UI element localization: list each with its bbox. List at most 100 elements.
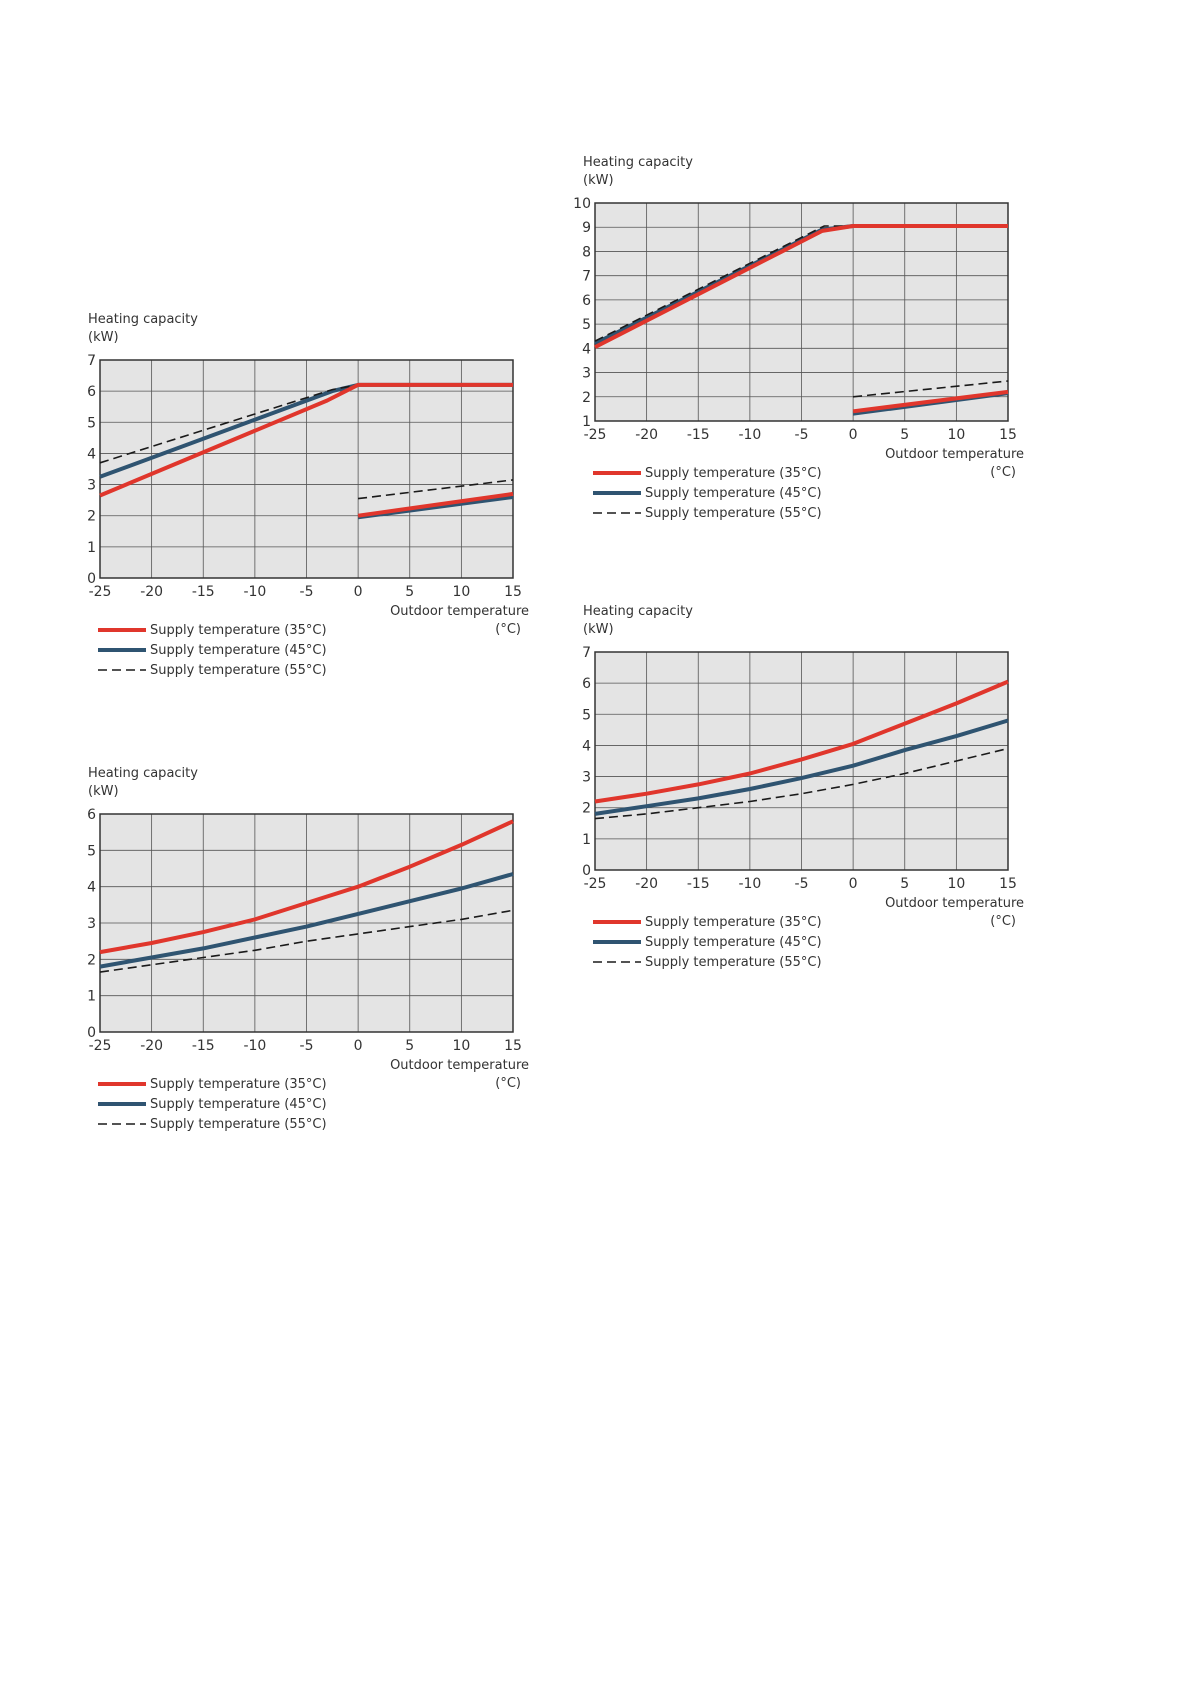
y-tick-label: 7 [582,269,591,285]
legend-swatch [593,940,641,944]
legend-item: Supply temperature (55°C) [593,952,822,972]
legend-item: Supply temperature (35°C) [98,620,327,640]
x-tick-label: -15 [687,427,710,443]
x-tick-label: 10 [452,584,470,600]
x-tick-label: -10 [243,584,266,600]
x-tick-label: -25 [584,427,607,443]
x-tick-label: -10 [243,1038,266,1054]
y-tick-label: 4 [582,341,591,357]
legend-label: Supply temperature (45°C) [645,934,822,950]
x-tick-label: 5 [900,876,909,892]
x-tick-label: -20 [635,876,658,892]
legend-item: Supply temperature (55°C) [98,660,327,680]
x-tick-label: -5 [300,584,314,600]
series-line-1 [357,491,514,518]
y-tick-label: 2 [87,509,96,525]
chart-3: Heating capacity (kW) -25 -20 -15 -10 -5 0 5 10 15… [87,766,593,1172]
series-line-2 [594,718,1009,816]
x-tick-label: -5 [300,1038,314,1054]
y-tick-label: 3 [87,478,96,494]
legend-item: Supply temperature (45°C) [593,932,822,952]
y-axis-label: (kW) [583,622,614,637]
x-tick-label: -25 [89,584,112,600]
series-line-1 [99,819,514,955]
x-tick-label: 10 [947,876,965,892]
legend-label: Supply temperature (45°C) [150,1096,327,1112]
chart-1: Heating capacity (kW) -25 -20 -15 -10 -5 0 5 10 15… [87,312,593,718]
y-tick-label: 0 [582,863,591,879]
y-tick-label: 3 [582,770,591,786]
y-tick-label: 6 [87,807,96,823]
y-tick-label: 2 [87,952,96,968]
legend-item: Supply temperature (55°C) [98,1114,327,1134]
legend-label: Supply temperature (45°C) [645,485,822,501]
x-tick-label: 5 [900,427,909,443]
y-tick-label: 3 [87,916,96,932]
plot-frame [594,202,1009,422]
legend: Supply temperature (35°C) Supply temperat… [593,463,822,523]
x-tick-label: -15 [192,1038,215,1054]
x-tick-label: -10 [738,427,761,443]
chart-svg: -25 -20 -15 -10 -5 0 5 10 15 0 1 2 3 4 5 6 7 [582,645,1017,892]
x-tick-label: -20 [635,427,658,443]
y-axis-label: Heating capacity [88,766,198,781]
legend-label: Supply temperature (35°C) [150,622,327,638]
x-tick-label: -15 [192,584,215,600]
legend-label: Supply temperature (35°C) [645,465,822,481]
legend-item: Supply temperature (45°C) [98,640,327,660]
plot-frame [594,651,1009,871]
y-tick-label: 4 [87,446,96,462]
plot-frame [99,359,514,579]
legend-swatch [98,669,146,671]
y-tick-label: 2 [582,801,591,817]
series-line-1 [852,389,1009,414]
y-axis-label: (kW) [583,173,614,188]
legend-swatch [98,1123,146,1125]
y-tick-label: 3 [582,366,591,382]
y-tick-label: 1 [87,989,96,1005]
y-tick-label: 7 [582,645,591,661]
legend-item: Supply temperature (35°C) [593,463,822,483]
y-tick-label: 7 [87,353,96,369]
x-tick-label: -15 [687,876,710,892]
x-tick-label: -5 [795,427,809,443]
y-tick-label: 4 [582,738,591,754]
x-tick-label: 5 [405,1038,414,1054]
series-line-2 [99,872,514,969]
series-line-3 [358,479,514,500]
y-tick-label: 0 [87,1025,96,1041]
legend-item: Supply temperature (35°C) [98,1074,327,1094]
legend-swatch [593,471,641,475]
chart-svg: -25 -20 -15 -10 -5 0 5 10 15 1 2 3 4 5 6 7 8 9 10 [573,196,1017,443]
legend-swatch [98,628,146,632]
series-line-1 [99,382,513,498]
x-tick-label: 10 [947,427,965,443]
x-tick-label: 5 [405,584,414,600]
y-tick-label: 6 [87,384,96,400]
y-tick-label: 9 [582,220,591,236]
y-tick-label: 6 [582,293,591,309]
x-tick-label: 0 [849,427,858,443]
legend-swatch [593,920,641,924]
legend: Supply temperature (35°C) Supply temperat… [98,1074,327,1134]
y-axis-label: (kW) [88,330,119,345]
x-tick-label: 0 [354,1038,363,1054]
x-tick-label: -25 [584,876,607,892]
chart-svg: -25 -20 -15 -10 -5 0 5 10 15 0 1 2 3 4 5 6 [87,807,522,1054]
legend-swatch [593,961,641,963]
y-tick-label: 1 [582,832,591,848]
legend-swatch [98,648,146,652]
legend: Supply temperature (35°C) Supply temperat… [98,620,327,680]
x-tick-label: -10 [738,876,761,892]
x-tick-label: -20 [140,584,163,600]
x-tick-label: 15 [999,427,1017,443]
y-tick-label: 5 [87,843,96,859]
legend-item: Supply temperature (55°C) [593,503,822,523]
legend-label: Supply temperature (55°C) [150,662,327,678]
chart-4: Heating capacity (kW) -25 -20 -15 -10 -5 0 5 10 15… [582,604,1088,1010]
y-axis-label: (kW) [88,784,119,799]
x-tick-label: -20 [140,1038,163,1054]
y-tick-label: 6 [582,676,591,692]
series-line-3 [99,384,359,464]
series-line-1 [594,224,1008,349]
